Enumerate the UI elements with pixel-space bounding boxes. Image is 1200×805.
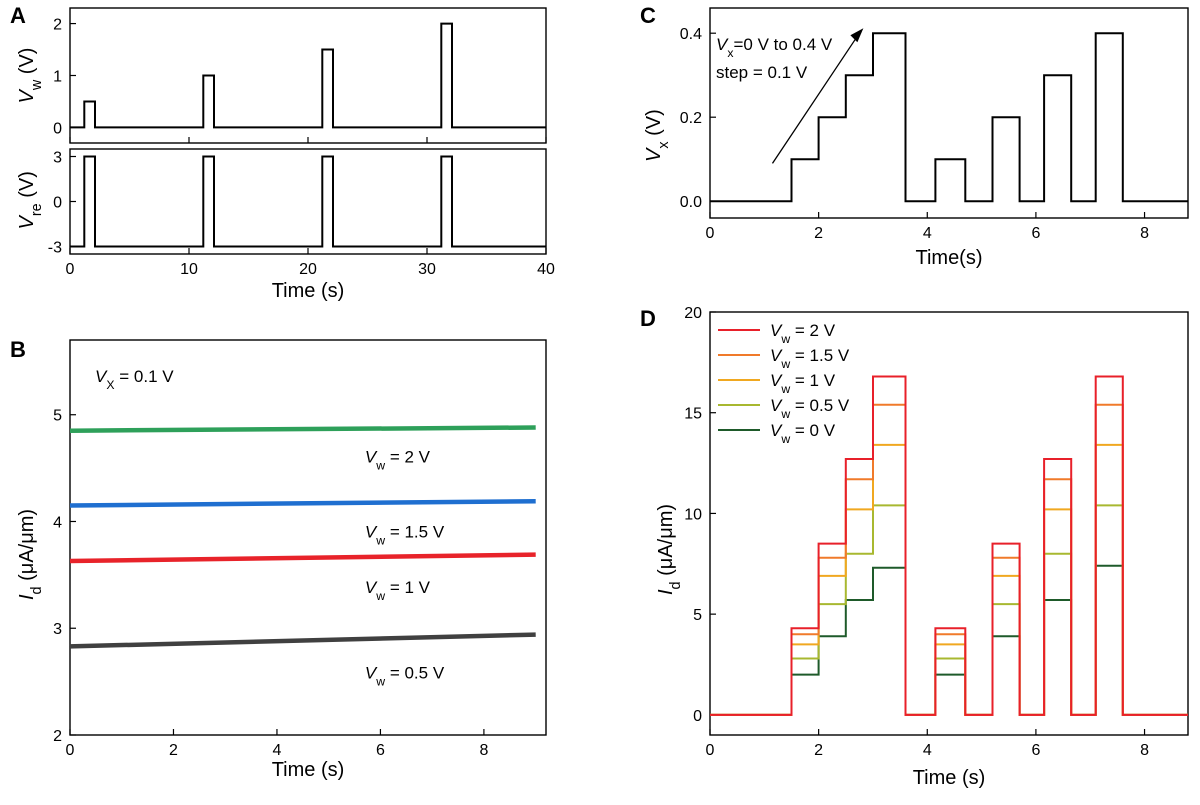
panel-c-xtick-label: 6: [1031, 225, 1040, 242]
panel-d-ytick-label: 0: [693, 708, 702, 725]
panel-d-legend-label: Vw = 2 V: [770, 321, 836, 346]
panel-a-sub2-frame: [69, 148, 547, 255]
panel-a-sub2-ytick-label: 0: [53, 195, 62, 212]
panel-b-ytick-label: 4: [53, 514, 62, 531]
panel-b-label: B: [10, 337, 26, 362]
panel-d-label: D: [640, 306, 656, 331]
panel-d-xtick-label: 8: [1140, 742, 1149, 759]
panel-c-ylabel: Vx (V): [643, 109, 672, 162]
panel-c-frame: [709, 7, 1189, 219]
panel-d-xtick-label: 6: [1031, 742, 1040, 759]
panel-a-trace-Vw: [70, 22, 546, 129]
panel-c-trace: [710, 32, 1188, 203]
panel-b-ytick-label: 5: [53, 408, 62, 425]
panel-d-series-Vw = 1.5 V: [710, 403, 1188, 716]
panel-d-xtick-label: 0: [706, 742, 715, 759]
panel-b-ytick-label: 3: [53, 621, 62, 638]
panel-a-sub2-xtick-label: 0: [66, 261, 75, 278]
panel-d-legend-label: Vw = 1.5 V: [770, 346, 850, 371]
panel-a-sub2-ytick-label: -3: [48, 240, 62, 257]
panel-d-ytick-label: 10: [684, 506, 702, 523]
panel-a-sub1-frame: [69, 7, 547, 144]
panel-a-sub2-xtick-label: 40: [537, 261, 555, 278]
panel-c-arrow-head: [850, 28, 864, 43]
panel-b-series-Vw = 1.5 V: [69, 498, 536, 508]
panel-a-sub2-xtick-label: 10: [180, 261, 198, 278]
panel-d-xtick-label: 2: [814, 742, 823, 759]
panel-a-sub1-ytick-label: 0: [53, 120, 62, 137]
panel-c-xtick-label: 0: [706, 225, 715, 242]
panel-a-sub1-ytick-label: 2: [53, 17, 62, 34]
panel-c-annotation-2: step = 0.1 V: [716, 63, 808, 82]
panel-c-xlabel: Time(s): [915, 247, 982, 269]
panel-d-legend-label: Vw = 0.5 V: [770, 396, 850, 421]
panel-d-series-Vw = 2 V: [710, 375, 1188, 716]
panel-d-ytick-label: 5: [693, 607, 702, 624]
panel-d-series-Vw = 0 V: [710, 564, 1188, 716]
panel-a-sub2-xtick-label: 30: [418, 261, 436, 278]
panel-d-frame: [709, 311, 1189, 736]
panel-d-ytick-label: 15: [684, 406, 702, 423]
panel-a-sub2-xtick-label: 20: [299, 261, 317, 278]
panel-c-ytick-label: 0.4: [680, 26, 702, 43]
panel-b-series-label: Vw = 2 V: [365, 448, 431, 473]
panel-a-ylabel-1: Vw (V): [16, 48, 45, 104]
panel-d-ytick-label: 20: [684, 305, 702, 322]
panel-d-ylabel: Id (μA/μm): [655, 504, 684, 595]
panel-a-xlabel: Time (s): [272, 280, 345, 302]
panel-a-label: A: [10, 3, 26, 28]
panel-c-arrow-shaft: [771, 32, 860, 164]
panel-d-xtick-label: 4: [923, 742, 932, 759]
panel-d-xlabel: Time (s): [913, 767, 986, 789]
panel-b-series-Vw = 1 V: [69, 552, 536, 564]
panel-d-legend-label: Vw = 0 V: [770, 421, 836, 446]
panel-c-ytick-label: 0.0: [680, 194, 702, 211]
panel-c-annotation-1: Vx=0 V to 0.4 V: [716, 35, 833, 60]
panel-b-series-Vw = 0.5 V: [69, 632, 536, 649]
panel-c-label: C: [640, 3, 656, 28]
panel-c-xtick-label: 4: [923, 225, 932, 242]
panel-b-xlabel: Time (s): [272, 759, 345, 781]
panel-b-series-label: Vw = 1.5 V: [365, 522, 445, 547]
panel-b-ytick-label: 2: [53, 728, 62, 745]
panel-b-series-Vw = 2 V: [69, 425, 536, 433]
panel-c-xtick-label: 8: [1140, 225, 1149, 242]
panel-d-legend-label: Vw = 1 V: [770, 371, 836, 396]
panel-d-series-Vw = 0.5 V: [710, 504, 1188, 716]
panel-a-ylabel-2: Vre (V): [16, 171, 45, 229]
panel-b-series-label: Vw = 0.5 V: [365, 663, 445, 688]
panel-b-xtick-label: 4: [273, 742, 282, 759]
panel-a-sub2-ytick-label: 3: [53, 150, 62, 167]
panel-c-xtick-label: 2: [814, 225, 823, 242]
panel-c-ytick-label: 0.2: [680, 110, 702, 127]
panel-b-xtick-label: 0: [66, 742, 75, 759]
panel-b-annotation: VX = 0.1 V: [95, 367, 174, 392]
panel-b-xtick-label: 6: [376, 742, 385, 759]
panel-b-frame: [69, 339, 547, 736]
panel-b-ylabel: Id (μA/μm): [16, 509, 45, 600]
panel-b-xtick-label: 2: [169, 742, 178, 759]
panel-b-xtick-label: 8: [479, 742, 488, 759]
panel-a-trace-Vre: [70, 155, 546, 248]
panel-a-sub1-ytick-label: 1: [53, 69, 62, 86]
panel-b-series-label: Vw = 1 V: [365, 578, 431, 603]
